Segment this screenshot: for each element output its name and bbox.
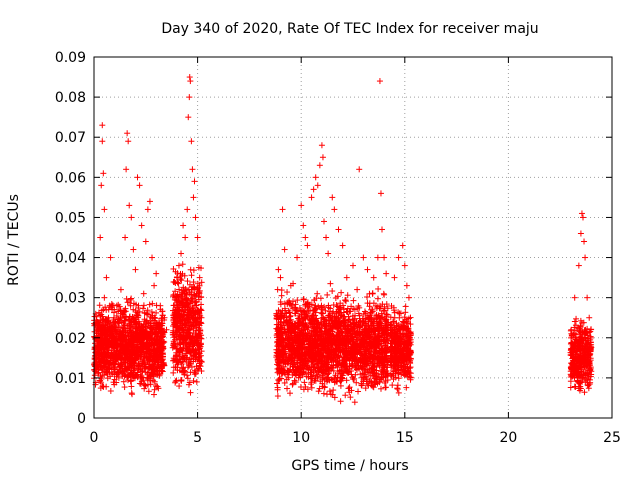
data-point	[151, 378, 158, 385]
data-point	[159, 368, 166, 375]
data-point	[151, 386, 158, 393]
data-point	[133, 301, 140, 308]
data-point	[161, 339, 168, 346]
data-point	[113, 379, 120, 386]
data-point	[103, 306, 110, 313]
data-point	[136, 332, 143, 339]
data-point	[122, 347, 129, 354]
data-point	[148, 308, 155, 315]
data-point	[100, 346, 107, 353]
data-point	[109, 335, 116, 342]
data-point	[117, 343, 124, 350]
data-point	[118, 331, 125, 338]
data-point	[109, 349, 116, 356]
data-point	[121, 317, 128, 324]
data-point	[153, 383, 160, 390]
data-point	[97, 312, 104, 319]
data-point	[153, 368, 160, 375]
data-point	[140, 305, 147, 312]
data-point	[153, 365, 160, 372]
data-point	[145, 311, 152, 318]
data-point	[105, 360, 112, 367]
data-point	[158, 320, 165, 327]
data-point	[123, 342, 130, 349]
data-point	[127, 302, 134, 309]
data-point	[117, 307, 124, 314]
data-point	[146, 301, 153, 308]
data-point	[138, 323, 145, 330]
data-point	[128, 383, 135, 390]
data-point	[119, 373, 126, 380]
data-points	[91, 74, 595, 406]
data-point	[119, 310, 126, 317]
data-point	[156, 372, 163, 379]
data-point	[107, 387, 114, 394]
data-point	[149, 300, 156, 307]
data-point	[95, 309, 102, 316]
data-point	[109, 323, 116, 330]
data-point	[124, 329, 131, 336]
data-point	[154, 322, 161, 329]
data-point	[128, 295, 135, 302]
data-point	[152, 315, 159, 322]
data-point	[140, 344, 147, 351]
data-point	[113, 312, 120, 319]
data-point	[132, 320, 139, 327]
data-point	[122, 314, 129, 321]
data-point	[92, 321, 99, 328]
data-point	[99, 372, 106, 379]
data-point	[119, 341, 126, 348]
data-point	[91, 344, 98, 351]
data-point	[115, 349, 122, 356]
data-point	[148, 329, 155, 336]
data-point	[145, 388, 152, 395]
data-point	[140, 335, 147, 342]
data-point	[141, 381, 148, 388]
data-point	[115, 316, 122, 323]
data-point	[144, 350, 151, 357]
data-point	[147, 372, 154, 379]
data-point	[122, 308, 129, 315]
data-point	[102, 332, 109, 339]
data-point	[115, 308, 122, 315]
data-point	[106, 303, 113, 310]
data-point	[143, 320, 150, 327]
data-point	[105, 350, 112, 357]
data-point	[143, 354, 150, 361]
data-point	[94, 325, 101, 332]
chart-title: Day 340 of 2020, Rate Of TEC Index for r…	[161, 21, 538, 37]
data-point	[139, 323, 146, 330]
data-point	[142, 382, 149, 389]
data-point	[120, 328, 127, 335]
data-point	[147, 381, 154, 388]
data-point	[149, 352, 156, 359]
data-point	[104, 336, 111, 343]
data-point	[106, 364, 113, 371]
data-point	[159, 357, 166, 364]
data-point	[98, 350, 105, 357]
data-point	[121, 384, 128, 391]
data-point	[130, 306, 137, 313]
data-point	[124, 299, 131, 306]
data-point	[133, 372, 140, 379]
data-point	[143, 310, 150, 317]
data-point	[129, 391, 136, 398]
data-point	[96, 302, 103, 309]
data-point	[137, 374, 144, 381]
data-point	[136, 308, 143, 315]
data-point	[111, 309, 118, 316]
data-point	[140, 302, 147, 309]
data-point	[104, 371, 111, 378]
data-point	[132, 338, 139, 345]
data-point	[120, 368, 127, 375]
data-point	[155, 328, 162, 335]
data-point	[99, 383, 106, 390]
data-point	[92, 349, 99, 356]
data-point	[114, 366, 121, 373]
data-point	[120, 378, 127, 385]
data-point	[153, 309, 160, 316]
data-point	[140, 377, 147, 384]
